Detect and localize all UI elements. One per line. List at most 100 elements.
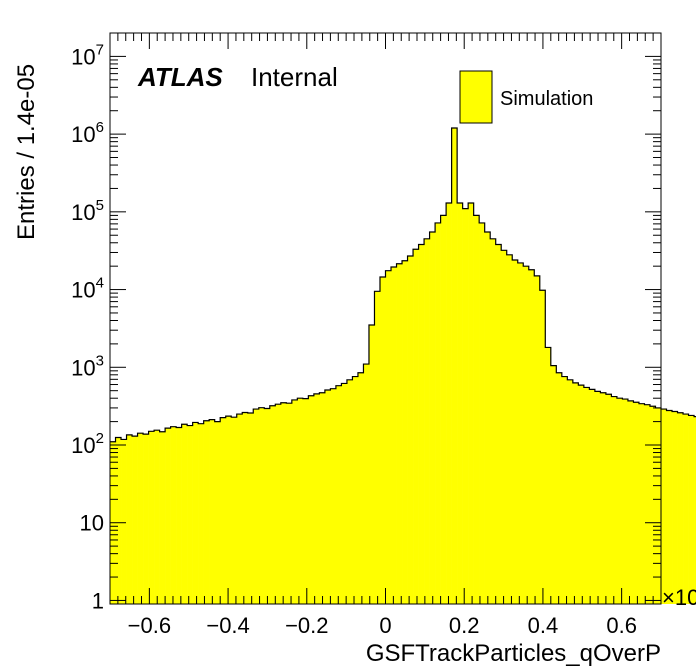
histogram-bar — [473, 215, 480, 604]
histogram-bar — [583, 387, 590, 604]
histogram-bar — [247, 413, 254, 604]
y-tick-label-base: 10 — [71, 44, 95, 69]
histogram-bar — [567, 379, 574, 604]
histogram-bar — [627, 400, 634, 604]
y-tick-label-base: 10 — [80, 511, 104, 536]
histogram-bar — [297, 398, 304, 604]
histogram-bar — [440, 215, 447, 604]
x-tick-label: −0.6 — [128, 613, 171, 638]
histogram-bar — [429, 232, 436, 604]
histogram-bar — [313, 393, 320, 604]
histogram-bar — [633, 402, 640, 604]
histogram-bar — [363, 364, 370, 604]
histogram-bar — [203, 420, 210, 604]
atlas-label: ATLAS — [137, 62, 223, 92]
histogram-bar — [418, 244, 425, 604]
histogram-outline — [110, 127, 696, 443]
histogram-bar — [346, 379, 353, 604]
histogram-bar — [385, 270, 392, 604]
histogram-bar — [578, 385, 585, 604]
histogram-bar — [528, 269, 535, 604]
y-tick-label-base: 10 — [71, 122, 95, 147]
x-tick-label: 0 — [379, 613, 391, 638]
histogram-bar — [556, 372, 563, 604]
histogram-bar — [115, 437, 122, 604]
histogram-bar — [655, 407, 662, 604]
histogram-bar — [649, 406, 656, 604]
y-tick-label: 102 — [71, 430, 104, 458]
histogram-bar — [644, 404, 651, 604]
histogram-bar — [572, 382, 579, 604]
y-tick-label-base: 10 — [71, 278, 95, 303]
histogram-bar — [424, 238, 430, 604]
histogram-bar — [258, 407, 265, 604]
histogram-bar — [517, 262, 524, 604]
y-tick-label-exponent: 5 — [96, 197, 104, 214]
histogram-bar — [220, 417, 227, 604]
histogram-bar — [539, 290, 546, 604]
y-tick-label-exponent: 4 — [96, 275, 104, 292]
histogram-bar — [495, 244, 502, 604]
histogram-bar — [143, 434, 149, 604]
histogram-bar — [159, 431, 166, 604]
histogram-bar — [611, 396, 618, 604]
histogram-bar — [286, 403, 293, 604]
x-axis-title: GSFTrackParticles_qOverP — [366, 640, 661, 667]
histogram-bar — [280, 402, 287, 604]
histogram-bar — [330, 388, 337, 604]
y-tick-label-base: 10 — [71, 200, 95, 225]
histogram-bar — [379, 277, 386, 604]
histogram-bar — [391, 267, 397, 604]
histogram-bar — [413, 249, 419, 604]
histogram-bar — [561, 376, 568, 604]
internal-label: Internal — [251, 62, 338, 92]
legend-swatch — [459, 70, 493, 124]
y-tick-label: 103 — [71, 352, 104, 380]
histogram-bar — [484, 232, 491, 604]
histogram-bar — [335, 385, 342, 604]
histogram-bar — [176, 427, 182, 604]
y-tick-label: 106 — [71, 119, 104, 147]
histogram-bar — [368, 324, 375, 604]
y-tick-label: 10 — [80, 511, 104, 536]
y-tick-label-base: 10 — [71, 355, 95, 380]
histogram-bar — [683, 414, 689, 604]
histogram-bar — [622, 399, 629, 604]
histogram-bar — [269, 405, 276, 604]
histogram-bar — [589, 389, 596, 604]
axis-ticks — [109, 32, 662, 604]
histogram-bar — [600, 392, 607, 604]
histogram-bar — [291, 399, 298, 604]
histogram-bar — [170, 426, 177, 604]
histogram-bar — [121, 439, 127, 604]
histogram-bar — [214, 421, 221, 604]
histogram-bar — [451, 127, 458, 604]
histogram-bar — [672, 411, 678, 604]
histogram-bar — [407, 256, 414, 604]
histogram-bar — [534, 275, 541, 604]
y-tick-label: 104 — [71, 275, 104, 303]
x-multiplier-label: ×10 — [662, 585, 696, 610]
x-tick-label: 0.6 — [606, 613, 637, 638]
histogram-bar — [616, 398, 623, 604]
histogram-bar — [506, 254, 513, 604]
histogram-bar — [605, 394, 612, 604]
histogram-bar — [435, 222, 441, 604]
histogram-bar — [688, 415, 695, 604]
histogram-bar — [512, 260, 519, 604]
histogram-bar — [154, 430, 160, 604]
histogram-bar — [324, 390, 331, 604]
histogram-bar — [165, 428, 171, 604]
legend-label-simulation: Simulation — [500, 88, 593, 110]
y-tick-label-base: 1 — [92, 588, 104, 613]
histogram-bar — [319, 392, 326, 604]
histogram-bar — [302, 398, 309, 604]
histogram-bar — [545, 347, 552, 604]
y-tick-label-base: 10 — [71, 433, 95, 458]
histogram-bar — [694, 416, 696, 604]
histogram-bar — [479, 222, 485, 604]
histogram-bar — [198, 423, 204, 604]
histogram-bar — [275, 404, 282, 604]
